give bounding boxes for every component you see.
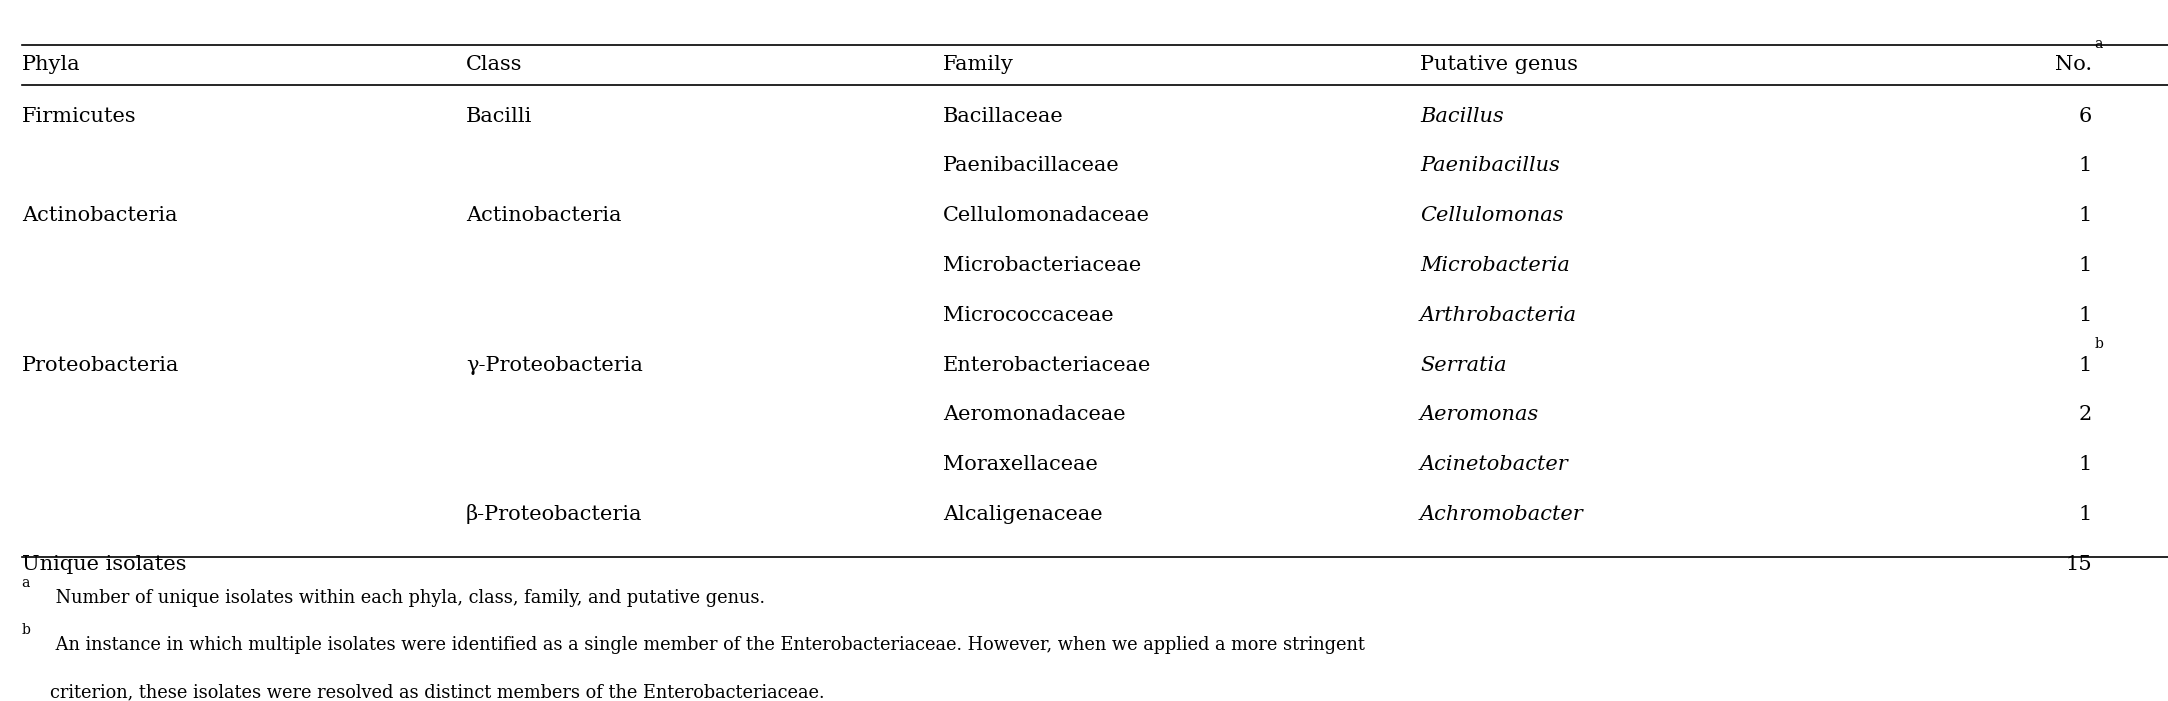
Text: Actinobacteria: Actinobacteria xyxy=(466,206,622,225)
Text: Micrococcaceae: Micrococcaceae xyxy=(943,306,1114,325)
Text: Putative genus: Putative genus xyxy=(1420,55,1578,74)
Text: Achromobacter: Achromobacter xyxy=(1420,505,1585,524)
Text: β-Proteobacteria: β-Proteobacteria xyxy=(466,505,642,524)
Text: Family: Family xyxy=(943,55,1015,74)
Text: An instance in which multiple isolates were identified as a single member of the: An instance in which multiple isolates w… xyxy=(50,636,1364,654)
Text: γ-Proteobacteria: γ-Proteobacteria xyxy=(466,355,644,374)
Text: 1: 1 xyxy=(2079,256,2092,275)
Text: Moraxellaceae: Moraxellaceae xyxy=(943,455,1097,474)
Text: b: b xyxy=(22,623,30,637)
Text: Microbacteria: Microbacteria xyxy=(1420,256,1570,275)
Text: Cellulomonadaceae: Cellulomonadaceae xyxy=(943,206,1149,225)
Text: 1: 1 xyxy=(2079,505,2092,524)
Text: 1: 1 xyxy=(2079,156,2092,175)
Text: Firmicutes: Firmicutes xyxy=(22,107,137,125)
Text: 6: 6 xyxy=(2079,107,2092,125)
Text: Bacillus: Bacillus xyxy=(1420,107,1505,125)
Text: Aeromonadaceae: Aeromonadaceae xyxy=(943,405,1125,424)
Text: Class: Class xyxy=(466,55,522,74)
Text: Cellulomonas: Cellulomonas xyxy=(1420,206,1563,225)
Text: Bacillaceae: Bacillaceae xyxy=(943,107,1064,125)
Text: Serratia: Serratia xyxy=(1420,355,1507,374)
Text: 2: 2 xyxy=(2079,405,2092,424)
Text: Unique isolates: Unique isolates xyxy=(22,554,186,573)
Text: Aeromonas: Aeromonas xyxy=(1420,405,1539,424)
Text: Actinobacteria: Actinobacteria xyxy=(22,206,178,225)
Text: 1: 1 xyxy=(2079,306,2092,325)
Text: criterion, these isolates were resolved as distinct members of the Enterobacteri: criterion, these isolates were resolved … xyxy=(50,683,824,701)
Text: Arthrobacteria: Arthrobacteria xyxy=(1420,306,1576,325)
Text: Microbacteriaceae: Microbacteriaceae xyxy=(943,256,1140,275)
Text: Bacilli: Bacilli xyxy=(466,107,533,125)
Text: 1: 1 xyxy=(2079,455,2092,474)
Text: b: b xyxy=(2094,337,2103,351)
Text: 1: 1 xyxy=(2079,355,2092,374)
Text: Acinetobacter: Acinetobacter xyxy=(1420,455,1570,474)
Text: Phyla: Phyla xyxy=(22,55,80,74)
Text: Paenibacillaceae: Paenibacillaceae xyxy=(943,156,1121,175)
Text: Number of unique isolates within each phyla, class, family, and putative genus.: Number of unique isolates within each ph… xyxy=(50,589,765,607)
Text: Proteobacteria: Proteobacteria xyxy=(22,355,180,374)
Text: a: a xyxy=(2094,37,2103,51)
Text: 1: 1 xyxy=(2079,206,2092,225)
Text: Alcaligenaceae: Alcaligenaceae xyxy=(943,505,1104,524)
Text: Enterobacteriaceae: Enterobacteriaceae xyxy=(943,355,1151,374)
Text: 15: 15 xyxy=(2066,554,2092,573)
Text: No.: No. xyxy=(2055,55,2092,74)
Text: Paenibacillus: Paenibacillus xyxy=(1420,156,1561,175)
Text: a: a xyxy=(22,576,30,590)
